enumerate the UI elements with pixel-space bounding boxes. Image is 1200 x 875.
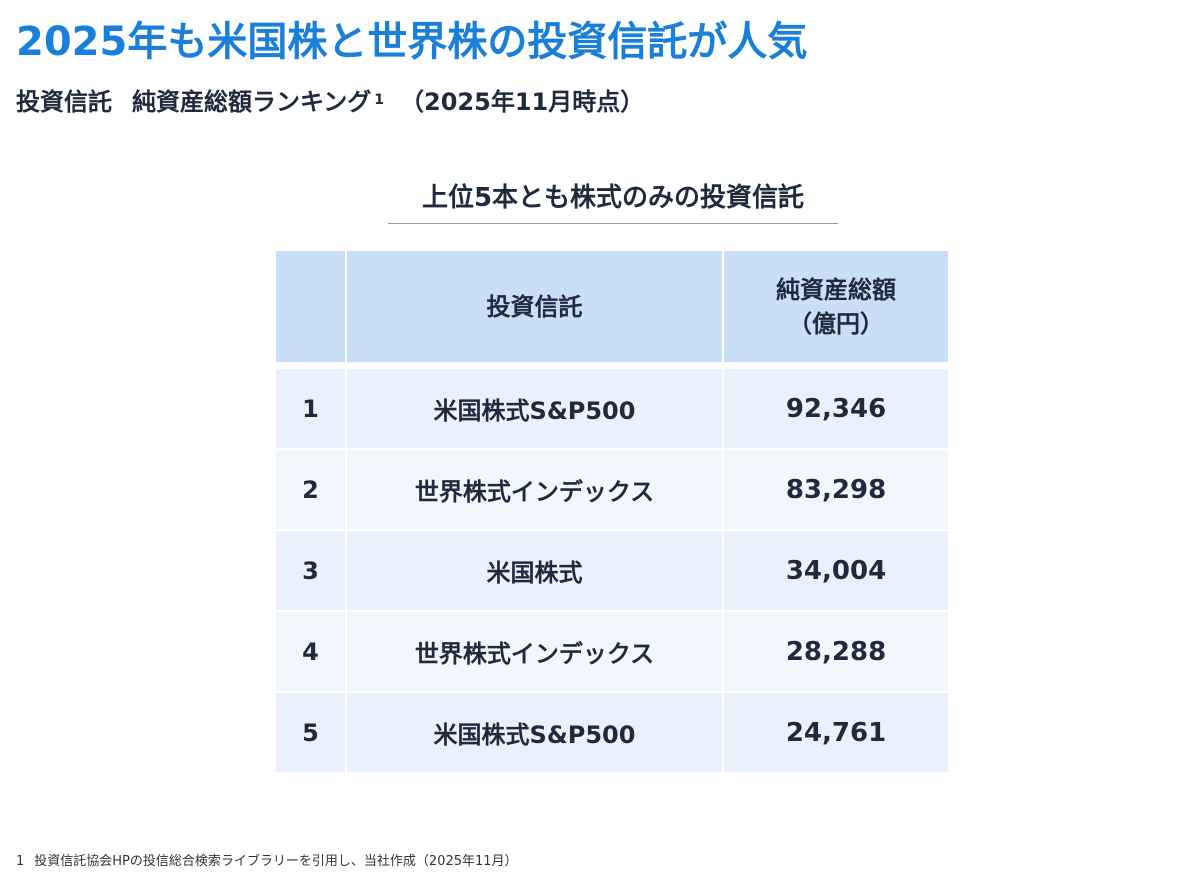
section-heading: 上位5本とも株式のみの投資信託 [421,183,805,213]
value-cell: 24,761 [724,693,948,772]
value-cell: 28,288 [724,612,948,691]
rank-cell: 5 [276,693,345,772]
header-net-assets-unit: （億円） [788,309,884,338]
value-cell: 34,004 [724,531,948,610]
header-rank [276,251,345,362]
page-title: 2025年も米国株と世界株の投資信託が人気 [16,19,808,65]
footnote-reference: 1 [374,92,385,108]
fund-cell: 米国株式S&P500 [347,369,722,448]
fund-cell: 世界株式インデックス [347,450,722,529]
rank-cell: 2 [276,450,345,529]
page-subtitle: 投資信託 純資産総額ランキング 1 （2025年11月時点） [16,84,644,120]
footnote-number: 1 [16,854,25,869]
subtitle-category: 投資信託 [16,88,112,116]
rank-cell: 3 [276,531,345,610]
ranking-table: 投資信託 純資産総額 （億円） 1 米国株式S&P500 92,346 2 世界… [276,251,948,774]
table-row: 2 世界株式インデックス 83,298 [276,450,948,529]
fund-cell: 世界株式インデックス [347,612,722,691]
rank-cell: 1 [276,369,345,448]
footnote-text: 投資信託協会HPの投信総合検索ライブラリーを引用し、当社作成（2025年11月） [34,854,518,869]
subtitle-ranking: 純資産総額ランキング [132,88,372,116]
subtitle-date: （2025年11月時点） [400,88,645,116]
value-cell: 92,346 [724,369,948,448]
table-row: 4 世界株式インデックス 28,288 [276,612,948,691]
value-cell: 83,298 [724,450,948,529]
table-row: 3 米国株式 34,004 [276,531,948,610]
header-fund: 投資信託 [347,251,722,362]
table-row: 5 米国株式S&P500 24,761 [276,693,948,772]
footnote: 1 投資信託協会HPの投信総合検索ライブラリーを引用し、当社作成（2025年11月… [16,853,518,871]
fund-cell: 米国株式S&P500 [347,693,722,772]
table-header-row: 投資信託 純資産総額 （億円） [276,251,948,362]
header-net-assets: 純資産総額 （億円） [724,251,948,362]
fund-cell: 米国株式 [347,531,722,610]
header-net-assets-label: 純資産総額 [776,275,896,304]
rank-cell: 4 [276,612,345,691]
section-divider [388,223,838,224]
table-row: 1 米国株式S&P500 92,346 [276,369,948,448]
